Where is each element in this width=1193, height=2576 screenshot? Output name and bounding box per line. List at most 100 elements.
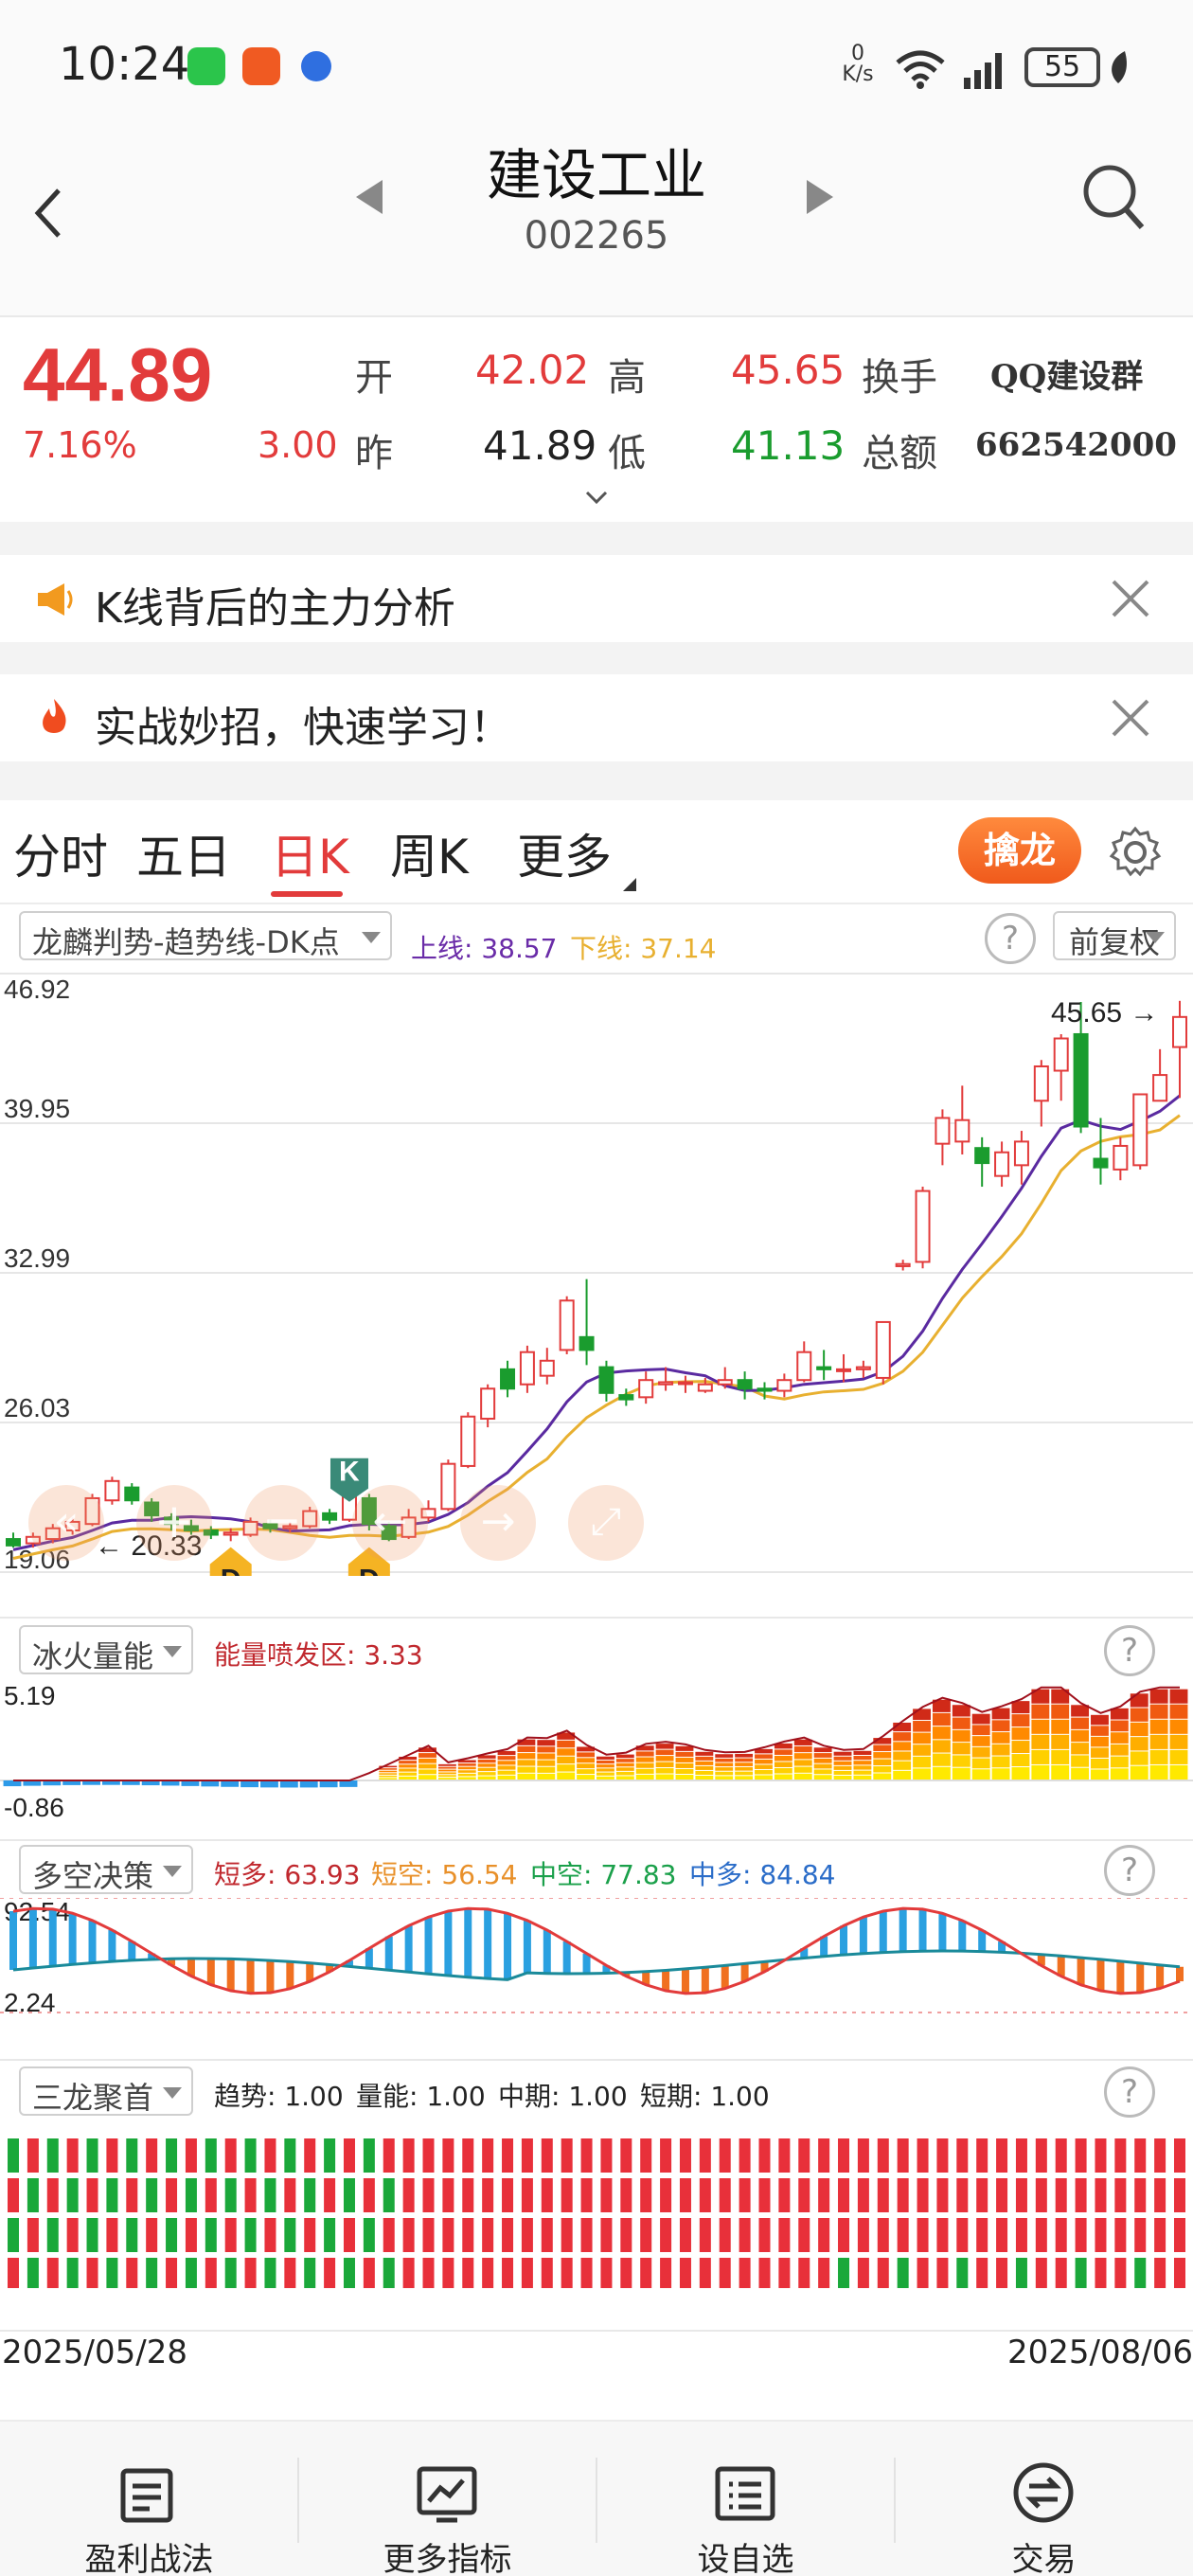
sanlong-cell [1015, 2258, 1027, 2288]
sanlong-cell [462, 2218, 474, 2252]
tab-more[interactable]: 更多 [517, 830, 612, 885]
energy-bar [813, 1758, 832, 1763]
energy-bar [774, 1774, 792, 1780]
main-indicator-select[interactable]: 龙麟判势-趋势线-DK点 [19, 911, 392, 960]
prev-stock-button[interactable] [352, 178, 390, 216]
sanlong-cell [936, 2258, 949, 2288]
energy-bar [793, 1745, 812, 1753]
candle-body [500, 1368, 516, 1390]
energy-bar [1169, 1704, 1188, 1719]
candle-body [1113, 1144, 1129, 1171]
help-icon[interactable]: ? [985, 913, 1036, 964]
nav-divider [297, 2458, 299, 2543]
tab-weekly-k[interactable]: 周K [390, 830, 469, 885]
candle-body [203, 1529, 219, 1536]
sanlong-cell [739, 2138, 751, 2173]
energy-bar [615, 1776, 634, 1780]
sanlong-cell [146, 2138, 158, 2173]
longshort-indicator-select[interactable]: 多空决策 [19, 1845, 193, 1894]
sanlong-cell [324, 2218, 336, 2252]
energy-bar [774, 1743, 792, 1749]
expand-quote-button[interactable] [579, 485, 614, 510]
energy-bar [793, 1753, 812, 1760]
energy-bar [755, 1769, 773, 1775]
energy-indicator-label: 冰火量能 [32, 1638, 154, 1674]
nav-trade[interactable]: 交易 [895, 2422, 1193, 2576]
nav-divider [894, 2458, 896, 2543]
help-icon[interactable]: ? [1104, 2066, 1155, 2118]
fuquan-button[interactable]: 前复权 [1053, 911, 1176, 960]
sanlong-cell [86, 2178, 98, 2212]
zoom-in-button[interactable]: + [136, 1485, 212, 1561]
energy-bar [1110, 1732, 1129, 1744]
sanlong-cell [383, 2138, 395, 2173]
energy-bar [437, 1772, 456, 1775]
tab-daily-k[interactable]: 日K [271, 830, 349, 885]
candle-body [895, 1262, 911, 1267]
help-icon[interactable]: ? [1104, 1845, 1155, 1896]
energy-bar [774, 1749, 792, 1755]
sanlong-cell [660, 2218, 672, 2252]
sanlong-cell [462, 2258, 474, 2288]
energy-bar [437, 1778, 456, 1780]
energy-bar [893, 1742, 912, 1751]
energy-bar [893, 1761, 912, 1770]
divider [0, 761, 1193, 800]
sanlong-cell [699, 2178, 711, 2212]
close-banner-button[interactable] [1108, 695, 1153, 741]
sanlong-cell [600, 2178, 613, 2212]
sanlong-cell [402, 2218, 415, 2252]
sanlong-cell [798, 2258, 810, 2288]
energy-bar [557, 1740, 576, 1748]
fullscreen-button[interactable]: ⤢ [568, 1485, 644, 1561]
scroll-left-button[interactable]: « [28, 1485, 104, 1561]
next-stock-button[interactable] [803, 178, 841, 216]
candle-body [717, 1379, 733, 1386]
tab-five-day[interactable]: 五日 [136, 830, 231, 885]
lower-line-legend: 下线: 37.14 [570, 933, 717, 964]
energy-bar [477, 1772, 496, 1776]
nav-more-indicators[interactable]: 更多指标 [298, 2422, 596, 2576]
tab-minute[interactable]: 分时 [13, 830, 108, 885]
sanlong-cell [185, 2218, 197, 2252]
sanlong-cell [1035, 2178, 1047, 2212]
zoom-out-button[interactable]: − [244, 1485, 320, 1561]
energy-bar [952, 1743, 970, 1755]
nav-add-watchlist[interactable]: 设自选 [596, 2422, 895, 2576]
net-speed-unit: K/s [842, 63, 874, 86]
energy-bar [932, 1712, 951, 1726]
energy-bar [833, 1770, 852, 1775]
close-banner-button[interactable] [1108, 576, 1153, 621]
search-button[interactable] [1079, 161, 1148, 233]
back-button[interactable] [28, 185, 76, 242]
sanlong-cell [917, 2178, 929, 2212]
qinlong-button[interactable]: 擒龙 [958, 817, 1081, 884]
energy-bar [715, 1762, 734, 1767]
sanlong-cell [580, 2138, 593, 2173]
energy-bar [715, 1758, 734, 1762]
energy-indicator-select[interactable]: 冰火量能 [19, 1625, 193, 1674]
nav-profit-strategy[interactable]: 盈利战法 [0, 2422, 298, 2576]
candle-body [1053, 1037, 1069, 1072]
banner-learning[interactable]: 实战妙招，快速学习！ [0, 674, 1193, 761]
energy-bar [1011, 1727, 1030, 1741]
step-back-button[interactable]: ← [352, 1485, 428, 1561]
chart-settings-button[interactable] [1108, 825, 1163, 880]
banner-main-force[interactable]: K线背后的主力分析 [0, 555, 1193, 642]
sanlong-cell [363, 2218, 375, 2252]
wechat-icon [187, 47, 225, 85]
energy-bar [971, 1758, 990, 1769]
energy-bar [537, 1740, 556, 1746]
help-icon[interactable]: ? [1104, 1625, 1155, 1676]
step-forward-button[interactable]: → [460, 1485, 536, 1561]
sanlong-cell [521, 2138, 533, 2173]
sanlong-indicator-select[interactable]: 三龙聚首 [19, 2066, 193, 2116]
energy-bar [62, 1780, 81, 1785]
current-price: 44.89 [23, 332, 213, 417]
energy-bar [517, 1753, 536, 1760]
energy-bar [1071, 1755, 1090, 1767]
energy-bar [577, 1769, 595, 1775]
sanlong-cell [897, 2138, 909, 2173]
energy-y-bottom: -0.86 [4, 1793, 64, 1818]
sanlong-cell [1095, 2258, 1107, 2288]
